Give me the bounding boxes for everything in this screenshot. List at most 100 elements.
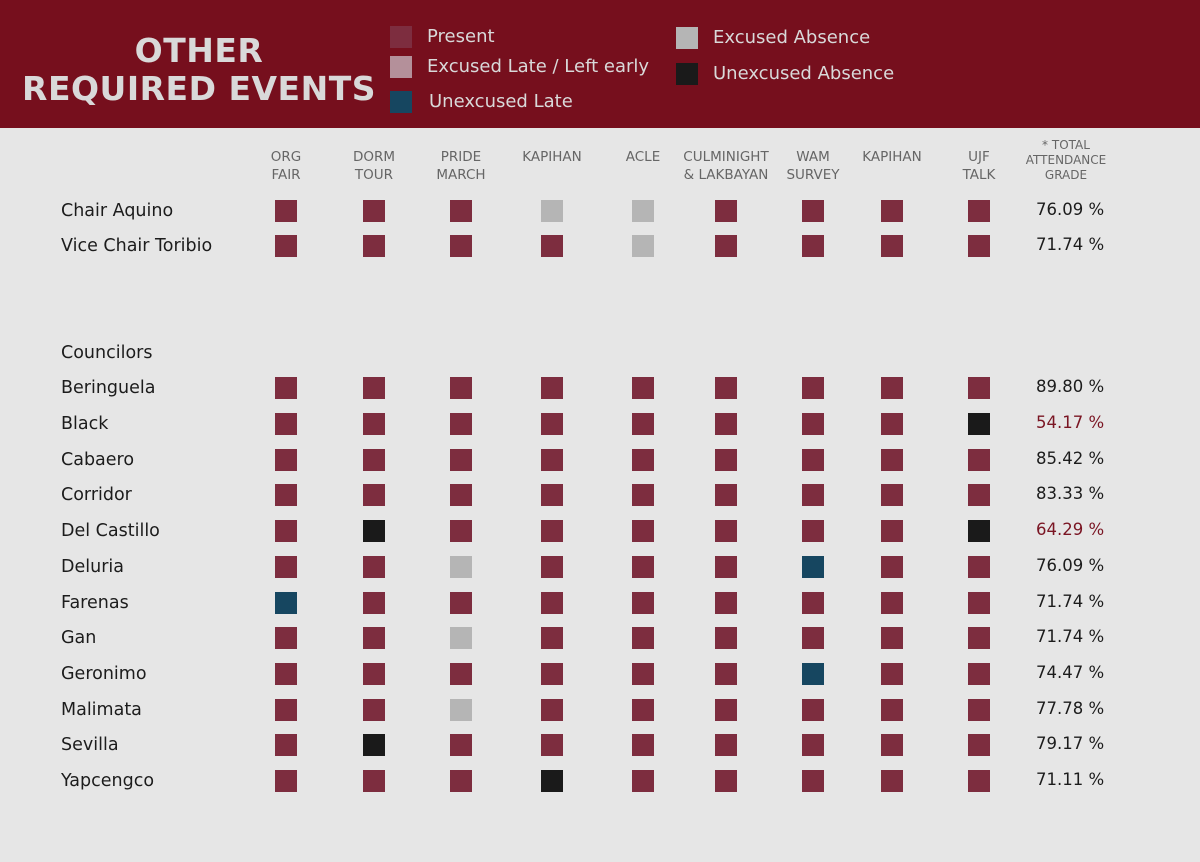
table-row: Malimata 77.78 %: [0, 695, 1200, 725]
attendance-grade: 85.42 %: [1036, 449, 1105, 468]
legend-swatch-excused-late: [390, 56, 412, 78]
attendance-cell-unexcused-late: [275, 592, 297, 614]
attendance-cell-present: [450, 592, 472, 614]
attendance-cell-present: [881, 734, 903, 756]
attendance-cell-present: [275, 734, 297, 756]
attendance-cell-present: [968, 484, 990, 506]
attendance-cell-present: [541, 556, 563, 578]
attendance-cell-present: [802, 200, 824, 222]
table-row: Farenas 71.74 %: [0, 588, 1200, 618]
attendance-cell-present: [541, 663, 563, 685]
attendance-cell-present: [881, 235, 903, 257]
title-line-1: OTHER: [134, 31, 264, 70]
attendance-cell-present: [632, 770, 654, 792]
column-header: KAPIHAN: [862, 149, 922, 165]
attendance-cell-present: [802, 235, 824, 257]
attendance-cell-present: [632, 734, 654, 756]
attendance-grade: 76.09 %: [1036, 556, 1105, 575]
legend-label: Unexcused Absence: [713, 63, 895, 84]
table-row: Vice Chair Toribio 71.74 %: [0, 231, 1200, 261]
attendance-cell-present: [275, 699, 297, 721]
header-banner: OTHER REQUIRED EVENTS Present Excused La…: [0, 0, 1200, 128]
attendance-cell-unexcused-absence: [363, 734, 385, 756]
attendance-cell-excused-absence: [450, 556, 472, 578]
attendance-cell-present: [363, 484, 385, 506]
attendance-grade: 89.80 %: [1036, 377, 1105, 396]
attendance-cell-present: [363, 449, 385, 471]
attendance-cell-present: [881, 556, 903, 578]
attendance-cell-present: [968, 734, 990, 756]
attendance-cell-present: [881, 377, 903, 399]
column-header: UJF TALK: [962, 149, 996, 183]
attendance-cell-present: [968, 377, 990, 399]
attendance-cell-present: [541, 235, 563, 257]
attendance-cell-present: [715, 556, 737, 578]
member-name: Corridor: [61, 485, 132, 505]
attendance-cell-excused-absence: [450, 699, 472, 721]
table-row: Corridor 83.33 %: [0, 480, 1200, 510]
attendance-cell-present: [881, 770, 903, 792]
legend-swatch-present: [390, 26, 412, 48]
attendance-cell-unexcused-absence: [541, 770, 563, 792]
attendance-cell-unexcused-absence: [968, 520, 990, 542]
attendance-cell-present: [363, 592, 385, 614]
attendance-cell-present: [450, 484, 472, 506]
column-header: ACLE: [625, 149, 661, 165]
attendance-cell-present: [632, 449, 654, 471]
legend-label: Excused Absence: [713, 27, 871, 48]
attendance-cell-present: [881, 413, 903, 435]
grade-column-header: * TOTAL ATTENDANCE GRADE: [1025, 138, 1107, 182]
attendance-cell-present: [363, 413, 385, 435]
attendance-cell-present: [715, 770, 737, 792]
attendance-cell-present: [450, 770, 472, 792]
attendance-cell-present: [968, 556, 990, 578]
member-name: Black: [61, 414, 109, 434]
attendance-grade: 76.09 %: [1036, 200, 1105, 219]
attendance-grade: 71.11 %: [1036, 770, 1105, 789]
column-header: WAM SURVEY: [786, 149, 840, 183]
attendance-cell-unexcused-absence: [968, 413, 990, 435]
attendance-cell-present: [450, 413, 472, 435]
attendance-cell-present: [881, 200, 903, 222]
member-name: Geronimo: [61, 664, 147, 684]
table-row: Deluria 76.09 %: [0, 552, 1200, 582]
attendance-cell-present: [802, 592, 824, 614]
column-header: CULMINIGHT & LAKBAYAN: [683, 149, 769, 183]
attendance-cell-present: [881, 627, 903, 649]
attendance-cell-present: [275, 413, 297, 435]
member-name: Farenas: [61, 593, 129, 613]
attendance-cell-present: [715, 377, 737, 399]
attendance-cell-unexcused-late: [802, 663, 824, 685]
attendance-cell-present: [363, 556, 385, 578]
attendance-cell-present: [632, 377, 654, 399]
member-name: Beringuela: [61, 378, 156, 398]
member-name: Cabaero: [61, 450, 135, 470]
member-name: Yapcengco: [61, 771, 155, 791]
attendance-cell-present: [968, 592, 990, 614]
attendance-cell-present: [802, 413, 824, 435]
attendance-cell-present: [968, 663, 990, 685]
column-header: DORM TOUR: [352, 149, 396, 183]
attendance-cell-present: [275, 449, 297, 471]
attendance-grade: 77.78 %: [1036, 699, 1105, 718]
attendance-cell-present: [632, 592, 654, 614]
attendance-cell-present: [632, 556, 654, 578]
column-header: PRIDE MARCH: [436, 149, 486, 183]
attendance-cell-present: [968, 449, 990, 471]
attendance-cell-present: [450, 449, 472, 471]
attendance-cell-present: [802, 520, 824, 542]
member-name: Sevilla: [61, 735, 119, 755]
attendance-cell-present: [275, 556, 297, 578]
legend-swatch-unexcused-absence: [676, 63, 698, 85]
attendance-cell-present: [968, 627, 990, 649]
column-header: ORG FAIR: [270, 149, 302, 183]
attendance-cell-present: [802, 734, 824, 756]
legend-label: Excused Late / Left early: [427, 56, 650, 77]
attendance-cell-present: [632, 413, 654, 435]
attendance-cell-present: [541, 484, 563, 506]
section-label-councilors: Councilors: [61, 343, 153, 363]
attendance-cell-present: [541, 699, 563, 721]
attendance-cell-present: [968, 699, 990, 721]
attendance-cell-present: [275, 235, 297, 257]
attendance-cell-present: [715, 484, 737, 506]
